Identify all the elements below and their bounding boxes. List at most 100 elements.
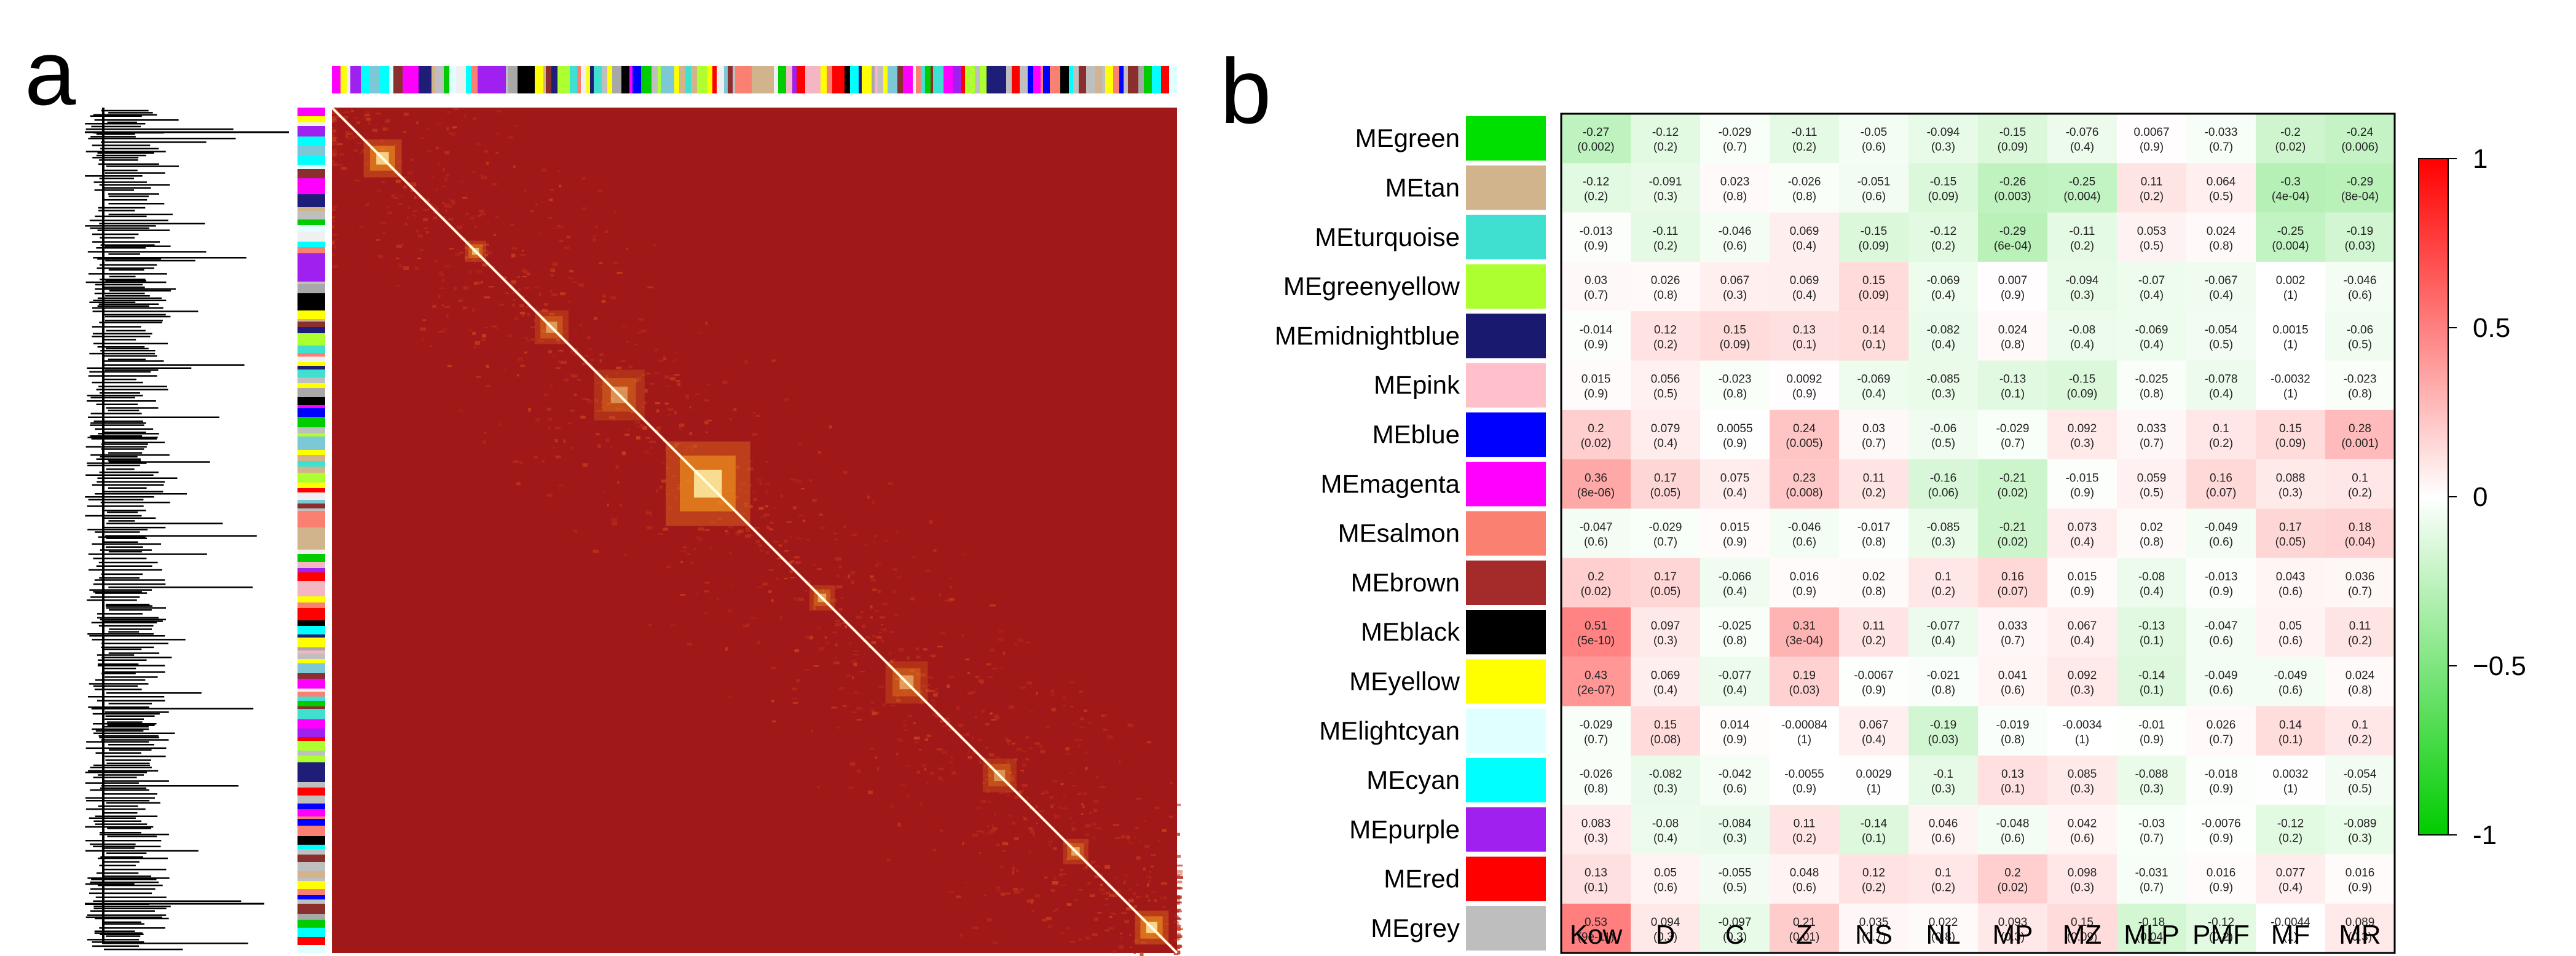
correlation-value: -0.13 — [2138, 620, 2165, 633]
heatmap-speckle — [420, 137, 425, 139]
heatmap-speckle — [524, 286, 530, 290]
correlation-value: -0.026 — [1580, 768, 1613, 781]
p-value: (0.3) — [2348, 832, 2372, 845]
module-swatch — [1466, 165, 1546, 210]
correlation-value: 0.0055 — [1717, 422, 1752, 435]
correlation-cell — [1908, 360, 1978, 410]
heatmap-speckle — [988, 774, 991, 777]
heatmap-speckle — [1100, 883, 1103, 887]
p-value: (0.8) — [1723, 388, 1747, 401]
heatmap-speckle — [446, 174, 449, 176]
module-color-segment — [570, 66, 577, 93]
correlation-cell — [1908, 607, 1978, 657]
correlation-cell — [2047, 854, 2117, 904]
heatmap-speckle — [794, 556, 800, 559]
heatmap-speckle — [622, 326, 627, 328]
heatmap-speckle — [375, 113, 382, 115]
p-value: (1) — [2283, 289, 2298, 302]
correlation-value: -0.3 — [2280, 175, 2301, 188]
heatmap-speckle — [438, 330, 444, 333]
correlation-value: 0.23 — [1793, 472, 1816, 484]
heatmap-speckle — [896, 576, 902, 579]
heatmap-speckle — [615, 408, 619, 411]
module-color-segment — [297, 194, 325, 202]
module-color-segment — [297, 945, 325, 953]
heatmap-speckle — [768, 590, 772, 593]
correlation-value: 0.023 — [1720, 175, 1750, 188]
heatmap-speckle — [404, 223, 408, 226]
heatmap-speckle — [1010, 775, 1014, 779]
correlation-cell — [1700, 607, 1770, 657]
correlation-cell — [1561, 657, 1631, 706]
heatmap-speckle — [472, 258, 478, 261]
correlation-value: -0.048 — [1996, 817, 2030, 830]
heatmap-speckle — [896, 695, 899, 699]
heatmap-speckle — [332, 153, 337, 157]
heatmap-speckle — [615, 372, 619, 374]
correlation-cell — [2047, 657, 2117, 706]
heatmap-speckle — [1146, 875, 1151, 879]
correlation-value: -0.29 — [2347, 175, 2373, 188]
heatmap-speckle — [437, 162, 441, 166]
correlation-cell — [1839, 903, 1908, 954]
module-color-segment — [771, 66, 774, 93]
heatmap-speckle — [414, 196, 417, 199]
correlation-cell — [1631, 805, 1700, 855]
p-value: (0.3) — [1723, 832, 1747, 845]
module-color-segment — [297, 242, 325, 247]
module-color-segment — [933, 66, 943, 93]
heatmap-speckle — [838, 565, 842, 569]
p-value: (0.9) — [1584, 338, 1608, 351]
heatmap-speckle — [429, 345, 433, 347]
correlation-cell — [2325, 163, 2395, 213]
heatmap-speckle — [856, 719, 862, 721]
heatmap-speckle — [703, 612, 707, 614]
heatmap-speckle — [891, 804, 894, 808]
correlation-cell — [1770, 657, 1839, 706]
heatmap-speckle — [519, 460, 523, 465]
heatmap-speckle — [1113, 824, 1119, 826]
heatmap-speckle — [753, 412, 755, 414]
heatmap-speckle — [749, 460, 754, 463]
heatmap-speckle — [991, 824, 995, 828]
heatmap-speckle — [602, 293, 605, 298]
heatmap-speckle — [610, 397, 615, 401]
heatmap-speckle — [1023, 816, 1025, 818]
correlation-value: -0.27 — [1583, 126, 1609, 139]
module-color-segment — [543, 66, 546, 93]
heatmap-speckle — [1138, 840, 1140, 843]
heatmap-speckle — [1079, 717, 1085, 721]
heatmap-speckle — [580, 324, 583, 327]
heatmap-speckle — [895, 531, 899, 534]
correlation-cell — [2256, 508, 2325, 558]
heatmap-speckle — [988, 753, 995, 757]
heatmap-speckle — [856, 707, 862, 710]
heatmap-speckle — [332, 111, 336, 114]
heatmap-speckle — [1093, 799, 1099, 804]
heatmap-speckle — [1130, 946, 1132, 948]
correlation-value: -0.08 — [2069, 323, 2095, 336]
correlation-value: 0.15 — [2071, 916, 2093, 929]
heatmap-speckle — [1095, 827, 1101, 829]
heatmap-speckle — [474, 282, 478, 285]
module-color-segment — [629, 66, 632, 93]
module-color-segment — [297, 914, 325, 920]
heatmap-speckle — [624, 553, 627, 556]
heatmap-speckle — [765, 491, 769, 495]
heatmap-speckle — [1030, 685, 1033, 687]
heatmap-speckle — [365, 203, 369, 207]
correlation-value: -0.13 — [1999, 373, 2026, 386]
heatmap-speckle — [1105, 898, 1109, 900]
heatmap-speckle — [706, 384, 711, 385]
heatmap-speckle — [420, 327, 427, 331]
heatmap-speckle — [493, 234, 496, 237]
heatmap-speckle — [368, 121, 371, 125]
heatmap-speckle — [1100, 786, 1106, 788]
heatmap-speckle — [982, 831, 985, 834]
heatmap-speckle — [838, 608, 843, 611]
heatmap-speckle — [387, 212, 392, 215]
heatmap-speckle — [1060, 783, 1064, 786]
colorbar-tick-label: 0.5 — [2473, 313, 2510, 343]
heatmap-speckle — [441, 304, 444, 307]
correlation-value: -0.023 — [2344, 373, 2377, 386]
